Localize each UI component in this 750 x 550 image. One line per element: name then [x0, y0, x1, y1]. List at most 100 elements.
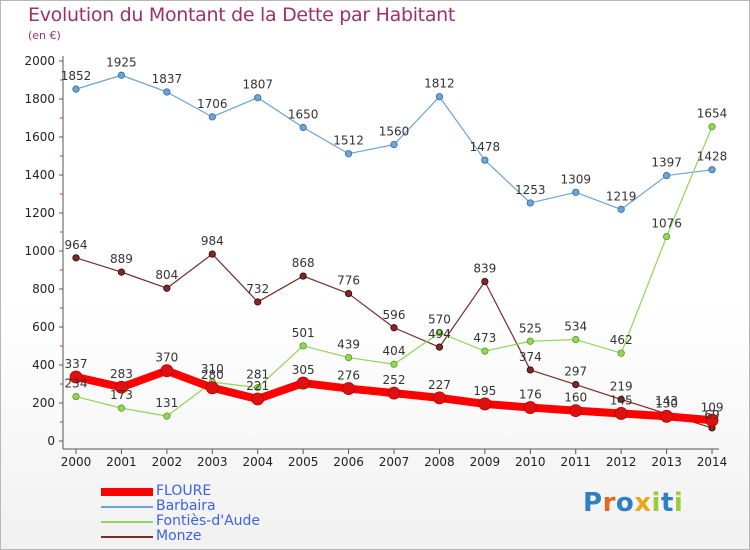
data-label-floure: 195 — [473, 384, 496, 398]
data-label-monze: 596 — [383, 308, 406, 322]
data-point-monze — [617, 395, 625, 403]
data-label-fonti-s-d-aude: 310 — [201, 362, 224, 376]
data-point-fonti-s-d-aude — [526, 337, 534, 345]
data-label-monze: 804 — [155, 268, 178, 282]
data-point-monze — [390, 324, 398, 332]
data-point-barbaira — [481, 156, 489, 164]
legend-label: Barbaira — [156, 498, 216, 514]
data-point-fonti-s-d-aude — [390, 360, 398, 368]
data-point-fonti-s-d-aude — [163, 412, 171, 420]
data-label-barbaira: 1397 — [651, 156, 682, 170]
data-label-monze: 494 — [428, 327, 451, 341]
logo-letter: o — [615, 488, 635, 518]
x-tick-label: 2005 — [288, 455, 319, 469]
data-label-fonti-s-d-aude: 525 — [519, 321, 542, 335]
data-point-floure — [251, 392, 265, 406]
data-point-floure — [523, 401, 537, 414]
data-point-floure — [478, 397, 492, 411]
data-label-monze: 964 — [65, 238, 88, 252]
data-label-barbaira: 1807 — [242, 78, 273, 92]
data-point-floure — [205, 381, 219, 395]
data-point-barbaira — [117, 71, 126, 79]
data-point-fonti-s-d-aude — [344, 353, 353, 362]
data-label-floure: 370 — [155, 351, 178, 365]
data-point-fonti-s-d-aude — [72, 392, 80, 401]
y-tick-label: 1400 — [24, 168, 55, 182]
data-label-floure: 280 — [201, 368, 224, 382]
data-point-monze — [163, 284, 171, 292]
x-tick-label: 2014 — [697, 455, 728, 469]
x-tick-label: 2012 — [606, 455, 637, 469]
y-tick-label: 200 — [32, 396, 55, 410]
data-label-barbaira: 1309 — [560, 172, 591, 186]
data-point-monze — [344, 289, 353, 298]
data-label-barbaira: 1512 — [333, 134, 364, 148]
data-point-floure — [115, 380, 128, 394]
legend-swatch — [101, 521, 153, 523]
data-label-barbaira: 1253 — [515, 183, 546, 197]
data-label-barbaira: 1560 — [379, 125, 410, 139]
x-tick-label: 2007 — [379, 455, 410, 469]
data-point-floure — [160, 364, 174, 378]
x-tick-label: 2002 — [152, 455, 183, 469]
legend-swatch — [101, 488, 153, 496]
logo-letter: t — [660, 488, 674, 518]
data-label-floure: 283 — [110, 367, 133, 381]
data-point-barbaira — [662, 171, 671, 180]
data-point-monze — [72, 254, 80, 262]
data-point-fonti-s-d-aude — [117, 404, 126, 412]
legend-label: Monze — [156, 528, 202, 544]
data-point-fonti-s-d-aude — [481, 347, 489, 355]
data-point-barbaira — [617, 205, 625, 213]
x-tick-label: 2001 — [106, 455, 137, 469]
x-tick-label: 2004 — [242, 455, 273, 469]
data-label-barbaira: 1812 — [424, 77, 455, 91]
data-label-monze: 374 — [519, 350, 542, 364]
logo-letter: i — [673, 488, 684, 518]
data-point-fonti-s-d-aude — [254, 384, 262, 392]
data-label-fonti-s-d-aude: 404 — [383, 344, 406, 358]
data-label-monze: 732 — [246, 282, 269, 296]
data-point-floure — [69, 370, 83, 384]
data-label-barbaira: 1428 — [697, 150, 728, 164]
data-label-monze: 219 — [610, 379, 633, 393]
data-label-monze: 776 — [337, 274, 360, 288]
x-tick-label: 2011 — [560, 455, 591, 469]
y-tick-label: 400 — [32, 358, 55, 372]
data-point-fonti-s-d-aude — [662, 232, 671, 241]
x-tick-label: 2006 — [333, 455, 364, 469]
data-label-floure: 145 — [610, 393, 633, 407]
data-point-floure — [614, 407, 628, 420]
proxiti-logo: Proxiti — [583, 488, 683, 518]
data-point-barbaira — [72, 85, 80, 93]
data-label-barbaira: 1650 — [288, 108, 319, 122]
y-tick-label: 600 — [32, 320, 55, 334]
data-label-fonti-s-d-aude: 473 — [473, 331, 496, 345]
data-point-floure — [660, 409, 673, 423]
data-point-fonti-s-d-aude — [617, 349, 625, 357]
x-tick-label: 2008 — [424, 455, 455, 469]
x-tick-label: 2009 — [470, 455, 501, 469]
data-label-monze: 868 — [292, 256, 315, 270]
x-tick-label: 2003 — [197, 455, 228, 469]
data-point-fonti-s-d-aude — [572, 335, 580, 344]
axes: 0 200 400 600 800 1000 1200 1400 1600 1800 2000 200… — [24, 54, 727, 469]
data-point-monze — [572, 380, 580, 389]
data-label-fonti-s-d-aude: 234 — [65, 377, 88, 391]
data-label-fonti-s-d-aude: 281 — [246, 368, 269, 382]
y-tick-label: 1800 — [24, 92, 55, 106]
legend-swatch — [101, 536, 153, 538]
data-label-fonti-s-d-aude: 1076 — [651, 217, 682, 231]
y-tick-label: 1200 — [24, 206, 55, 220]
data-point-floure — [569, 404, 583, 418]
legend-swatch — [101, 506, 153, 508]
data-label-fonti-s-d-aude: 462 — [610, 333, 633, 347]
y-tick-label: 800 — [32, 282, 55, 296]
data-label-floure: 252 — [383, 373, 406, 387]
chart-subtitle: (en €) — [28, 29, 61, 42]
data-point-barbaira — [254, 94, 262, 102]
data-label-floure: 109 — [701, 400, 724, 414]
data-label-barbaira: 1925 — [106, 55, 137, 69]
data-label-fonti-s-d-aude: 501 — [292, 326, 315, 340]
